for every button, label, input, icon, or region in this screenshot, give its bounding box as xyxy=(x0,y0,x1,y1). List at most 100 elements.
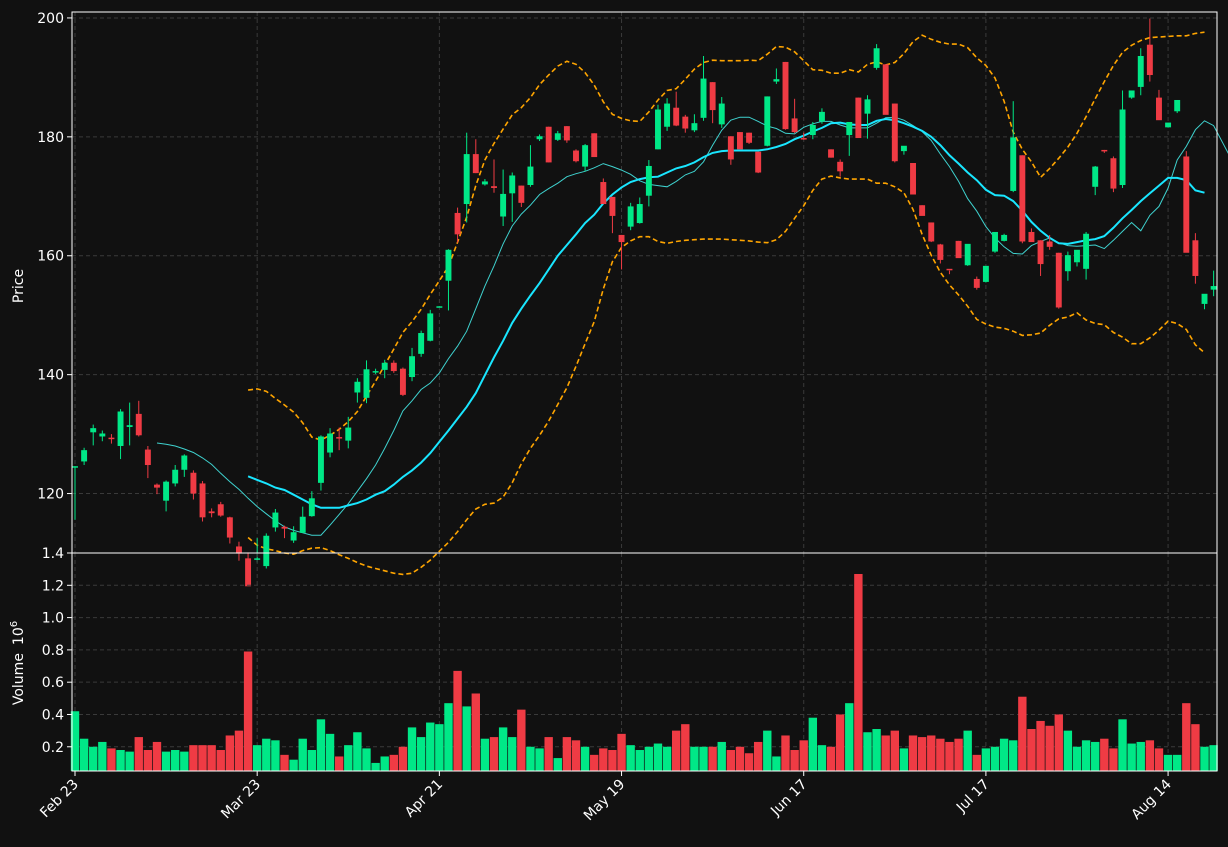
candle-body xyxy=(636,204,643,224)
volume-bar xyxy=(134,737,143,771)
candle-body xyxy=(427,313,434,341)
candle-body xyxy=(336,437,343,439)
price-tick-label: 180 xyxy=(37,130,64,146)
volume-bar xyxy=(908,735,918,771)
candle-body xyxy=(618,234,625,243)
volume-bar xyxy=(116,750,125,771)
volume-bar xyxy=(954,738,963,771)
volume-bar xyxy=(799,740,808,771)
candle-body xyxy=(181,455,188,470)
volume-bar xyxy=(580,746,590,771)
volume-bar xyxy=(453,670,462,771)
volume-bar xyxy=(653,743,663,771)
volume-bar xyxy=(917,737,927,771)
volume-bar xyxy=(198,745,207,771)
candle-body xyxy=(1183,156,1190,253)
candle-body xyxy=(982,265,989,282)
volume-panel-frame xyxy=(71,552,1218,772)
candle-body xyxy=(409,356,415,378)
candle-body xyxy=(536,136,543,140)
candle-body xyxy=(472,154,479,174)
volume-bar xyxy=(1018,696,1027,771)
candle-body xyxy=(363,369,370,398)
volume-bar xyxy=(1091,741,1100,771)
volume-bar xyxy=(1027,729,1036,771)
candle-body xyxy=(90,428,97,433)
candle-body xyxy=(1174,99,1181,112)
volume-bar xyxy=(972,754,981,771)
volume-bar xyxy=(316,719,326,771)
candle-body xyxy=(281,526,288,529)
candle-body xyxy=(1128,90,1135,98)
candle-body xyxy=(491,186,497,188)
volume-bar xyxy=(462,706,471,771)
price-tick-label: 160 xyxy=(37,249,64,265)
volume-panel: 0.2 0.4 0.6 0.8 1.0 1.2 1.4 xyxy=(42,546,1218,772)
candle-body xyxy=(99,433,106,437)
candle-body xyxy=(746,132,753,143)
candle-body xyxy=(108,437,115,440)
price-panel: 120 140 160 180 200 xyxy=(37,11,1228,587)
volume-tick-label: 0.2 xyxy=(42,740,64,756)
volume-bar xyxy=(152,741,162,771)
volume-bar xyxy=(863,732,872,771)
volume-bar xyxy=(371,762,380,771)
candle-body xyxy=(236,546,242,554)
volume-bar xyxy=(1036,720,1045,771)
volume-bar xyxy=(79,738,89,771)
volume-bar xyxy=(535,748,544,771)
candle-body xyxy=(163,481,170,501)
candle-body xyxy=(554,133,561,140)
volume-bar xyxy=(234,730,244,771)
volume-bar xyxy=(699,746,708,771)
candle-body xyxy=(190,472,197,494)
candle-body xyxy=(381,362,388,370)
candle-body xyxy=(736,132,743,150)
volume-bar xyxy=(1045,725,1054,771)
volume-bar xyxy=(207,745,216,771)
candle-body xyxy=(72,466,78,468)
volume-bars xyxy=(70,573,1218,771)
candle-body xyxy=(563,126,570,141)
volume-bar xyxy=(927,735,936,771)
volume-bar xyxy=(735,746,745,771)
candle-body xyxy=(582,145,589,167)
volume-tick-label: 0.6 xyxy=(42,675,64,691)
volume-bar xyxy=(571,740,581,771)
candle-body xyxy=(891,103,898,162)
candle-body xyxy=(372,371,379,373)
candle-body xyxy=(755,151,762,173)
candle-body xyxy=(299,516,306,533)
candle-body xyxy=(1064,255,1071,272)
volume-bar xyxy=(508,737,517,771)
volume-bar xyxy=(626,745,635,771)
volume-bar xyxy=(608,750,617,771)
volume-bar xyxy=(744,753,754,771)
candle-body xyxy=(327,433,334,453)
candle-body xyxy=(828,149,835,158)
candle-body xyxy=(390,362,397,372)
candle-body xyxy=(245,558,252,587)
volume-bar xyxy=(344,745,353,771)
volume-bar xyxy=(471,693,480,771)
volume-bar xyxy=(416,737,426,771)
volume-bar xyxy=(562,737,572,771)
candle-body xyxy=(254,558,261,560)
volume-bar xyxy=(872,729,881,771)
volume-bar xyxy=(480,738,490,771)
candle-body xyxy=(1137,55,1144,87)
volume-bar xyxy=(662,746,672,771)
volume-bar xyxy=(262,738,271,771)
candle-body xyxy=(154,484,160,488)
volume-bar xyxy=(1136,741,1145,771)
price-overlays xyxy=(156,31,1228,576)
candle-body xyxy=(1201,293,1208,304)
candle-body xyxy=(1110,158,1117,189)
volume-bar xyxy=(498,727,508,771)
candle-body xyxy=(418,333,425,354)
volume-bar xyxy=(362,748,371,771)
volume-bar xyxy=(726,750,736,771)
candle-body xyxy=(882,64,889,115)
volume-bar xyxy=(717,741,726,771)
